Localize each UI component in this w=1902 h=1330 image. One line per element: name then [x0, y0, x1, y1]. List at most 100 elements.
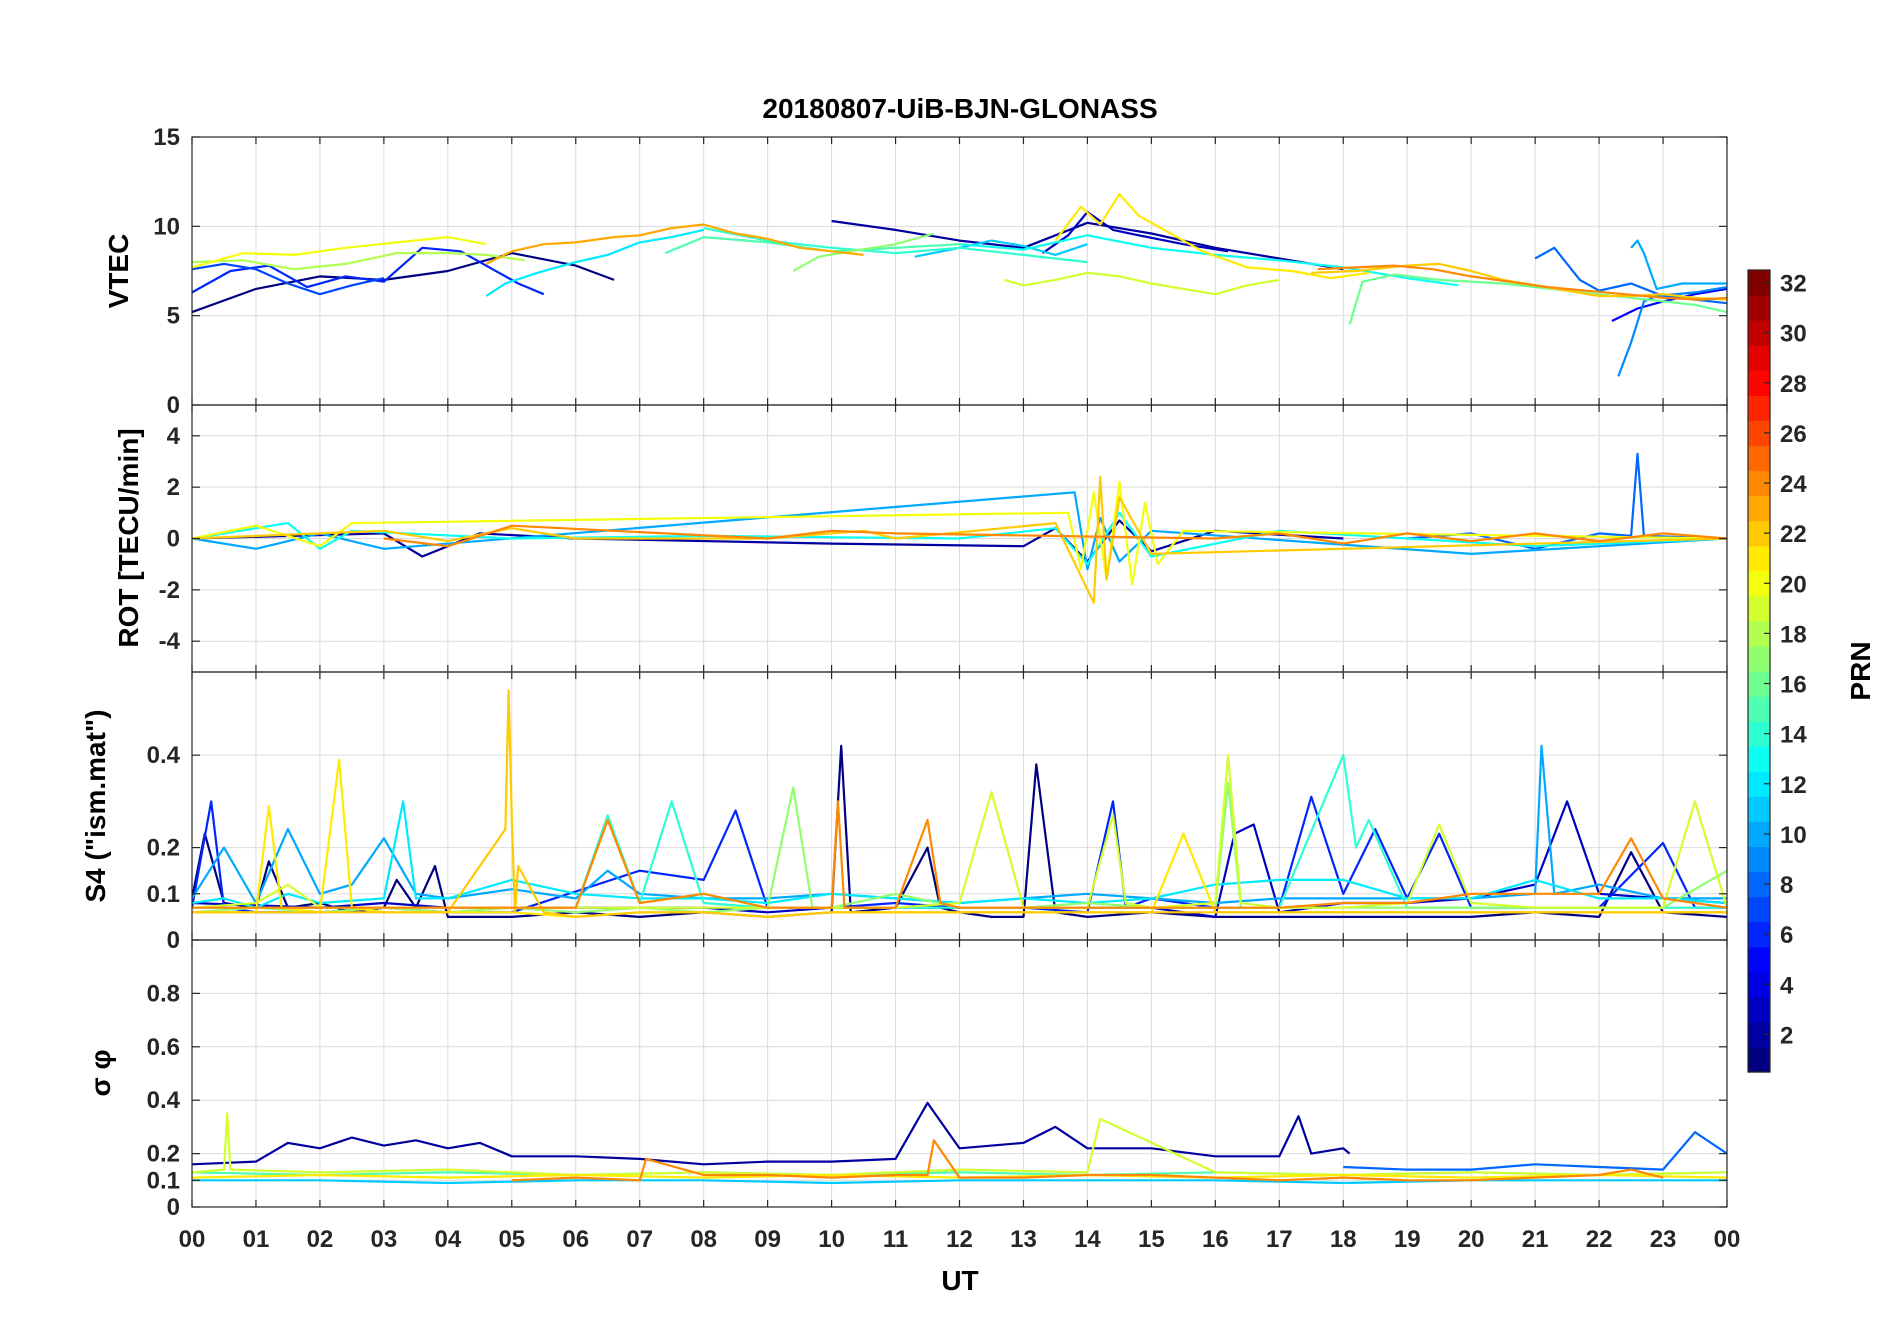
x-tick-label: 02 [307, 1226, 334, 1253]
colorbar-swatch [1748, 896, 1770, 923]
colorbar-label: PRN [1845, 641, 1876, 700]
series-prn-16 [1348, 273, 1727, 325]
series-prn-22 [192, 475, 1727, 604]
colorbar-swatch [1748, 420, 1770, 447]
x-tick-label: 19 [1394, 1226, 1421, 1253]
y-tick-label: 0.1 [147, 881, 180, 908]
x-tick-label: 17 [1266, 1226, 1293, 1253]
colorbar-tick-label: 30 [1780, 321, 1807, 348]
series-prn-22 [1311, 262, 1727, 301]
series-prn-19 [1004, 271, 1280, 296]
colorbar-tick-label: 4 [1780, 972, 1794, 999]
y-tick-label: 0.8 [147, 980, 180, 1007]
series-prn-21 [1054, 193, 1369, 280]
y-tick-label: 0.1 [147, 1167, 180, 1194]
colorbar-tick-label: 18 [1780, 621, 1807, 648]
x-tick-label: 11 [883, 1226, 908, 1253]
colorbar-swatch [1748, 746, 1770, 772]
series-prn-14 [703, 227, 1088, 264]
x-tick-label: 21 [1522, 1226, 1549, 1253]
colorbar-tick-label: 2 [1780, 1022, 1793, 1049]
panel-1: 0 5 10 15 VTEC [103, 124, 1728, 419]
colorbar-frame [1747, 269, 1771, 1073]
series-prn-24 [511, 1139, 1664, 1182]
colorbar-swatch [1748, 495, 1770, 522]
chart-title: 20180807-UiB-BJN-GLONASS [762, 93, 1157, 124]
y-tick-label: -4 [159, 628, 181, 655]
colorbar-swatch [1748, 846, 1770, 873]
colorbar-swatch [1748, 595, 1770, 622]
colorbar-swatch [1748, 1046, 1770, 1073]
colorbar-swatch [1748, 671, 1770, 697]
series-prn-24 [192, 800, 1727, 909]
colorbar-swatch [1748, 645, 1770, 672]
y-tick-label: 0 [167, 526, 180, 553]
y-tick-label: 0 [167, 927, 180, 954]
colorbar-swatch [1748, 370, 1770, 396]
panel-3: 0 0.1 0.2 0.4 S4 ("ism.mat") [80, 671, 1728, 954]
colorbar-swatch [1748, 996, 1770, 1023]
series-prn-8 [1343, 1131, 1727, 1171]
x-tick-label: 00 [179, 1226, 206, 1253]
x-axis-label: UT [941, 1265, 978, 1296]
x-tick-label: 16 [1202, 1226, 1229, 1253]
y-tick-label: 0.6 [147, 1034, 180, 1061]
series-group [192, 689, 1727, 918]
x-tick-label: 15 [1138, 1226, 1165, 1253]
series-prn-3 [1041, 210, 1229, 255]
x-tick-label: 08 [690, 1226, 717, 1253]
x-tick-label: 04 [434, 1226, 461, 1253]
series-prn-1 [192, 252, 615, 314]
y-axis-label: S4 ("ism.mat") [80, 709, 111, 902]
x-tick-label: 18 [1330, 1226, 1357, 1253]
colorbar-tick-label: 10 [1780, 822, 1807, 849]
series-prn-2 [192, 1101, 1351, 1166]
y-tick-label: 0.2 [147, 835, 180, 862]
colorbar-tick-label: 12 [1780, 772, 1807, 799]
colorbar-swatch [1748, 696, 1770, 722]
colorbar-tick-label: 6 [1780, 922, 1793, 949]
series-prn-24 [383, 524, 1727, 548]
y-tick-label: 15 [153, 124, 180, 151]
series-prn-24 [1317, 264, 1727, 301]
colorbar-swatch [1748, 470, 1770, 497]
x-tick-label: 00 [1714, 1226, 1741, 1253]
x-tick-label: 06 [562, 1226, 589, 1253]
x-tick-label: 10 [818, 1226, 845, 1253]
colorbar-swatch [1748, 721, 1770, 747]
colorbar-swatch [1748, 971, 1770, 998]
colorbar-tick-label: 24 [1780, 471, 1807, 498]
colorbar-swatch [1748, 771, 1770, 797]
colorbar-swatch [1748, 395, 1770, 421]
panel-4: 00.10.2 0.4 0.6 0.8 σ φ [85, 939, 1728, 1221]
x-tick-label: 01 [243, 1226, 270, 1253]
colorbar-swatch [1748, 320, 1770, 346]
x-tick-label: 05 [498, 1226, 525, 1253]
series-prn-22 [192, 689, 1727, 918]
x-tick-label: 20 [1458, 1226, 1485, 1253]
x-tick-label: 07 [626, 1226, 653, 1253]
y-tick-label: 5 [167, 303, 180, 330]
x-axis: 00 01 02 03 04 05 06 07 08 09 10 11 12 13 14 15 16 17 18 19… [179, 1226, 1741, 1253]
colorbar-swatch [1748, 821, 1770, 848]
colorbar-swatch [1748, 445, 1770, 472]
x-tick-label: 13 [1010, 1226, 1037, 1253]
colorbar-swatch [1748, 946, 1770, 973]
colorbar-swatch [1748, 295, 1770, 321]
colorbar-swatch [1748, 570, 1770, 597]
colorbar-tick-label: 22 [1780, 521, 1807, 548]
colorbar-tick-label: 8 [1780, 872, 1793, 899]
y-axis-label: ROT [TECU/min] [113, 428, 144, 647]
y-tick-label: 10 [153, 213, 180, 240]
x-tick-label: 22 [1586, 1226, 1613, 1253]
series-prn-18 [192, 252, 525, 271]
x-tick-label: 14 [1074, 1226, 1101, 1253]
colorbar-swatch [1748, 520, 1770, 547]
colorbar-tick-label: 16 [1780, 672, 1807, 699]
colorbar-tick-label: 14 [1780, 722, 1807, 749]
y-tick-label: 0.4 [147, 1087, 181, 1114]
series-prn-20 [192, 236, 487, 269]
series-prn-9 [1617, 286, 1727, 377]
colorbar-swatch [1748, 871, 1770, 898]
y-tick-label: 2 [167, 474, 180, 501]
